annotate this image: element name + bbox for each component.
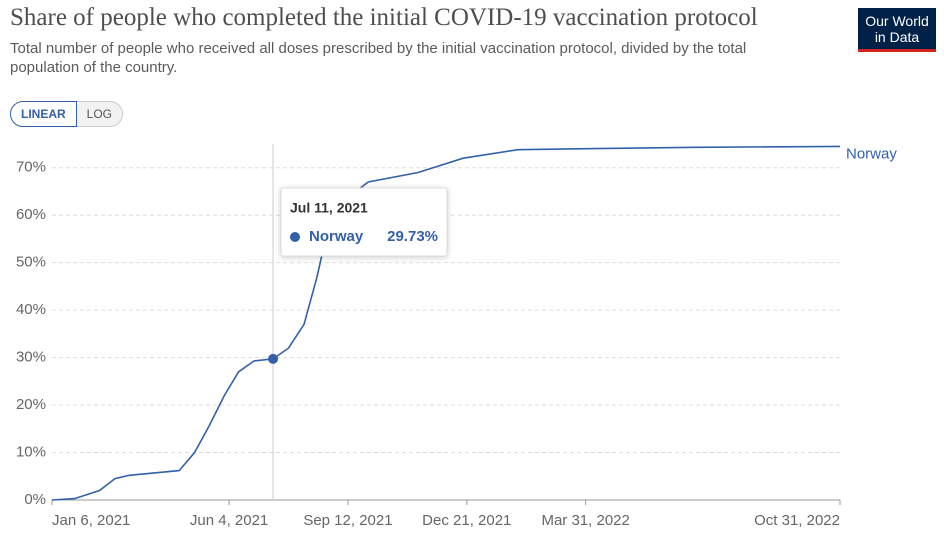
tooltip: Jul 11, 2021 Norway 29.73% bbox=[280, 187, 448, 257]
y-tick-label: 40% bbox=[16, 301, 46, 318]
x-tick-label: Dec 21, 2021 bbox=[422, 512, 511, 529]
logo[interactable]: Our World in Data bbox=[858, 8, 936, 52]
x-tick-label: Sep 12, 2021 bbox=[303, 512, 392, 529]
x-tick-label: Jun 4, 2021 bbox=[190, 512, 268, 529]
y-tick-label: 0% bbox=[24, 491, 46, 508]
y-tick-label: 10% bbox=[16, 444, 46, 461]
linear-button[interactable]: LINEAR bbox=[10, 101, 77, 127]
tooltip-date: Jul 11, 2021 bbox=[290, 200, 368, 216]
tooltip-series: Norway bbox=[309, 228, 364, 245]
tooltip-value: 29.73% bbox=[387, 228, 438, 245]
tooltip-box bbox=[280, 187, 448, 257]
log-button[interactable]: LOG bbox=[76, 101, 124, 127]
y-tick-label: 50% bbox=[16, 254, 46, 271]
logo-line: Our World bbox=[865, 13, 929, 29]
chart-subtitle: Total number of people who received all … bbox=[10, 40, 747, 76]
x-tick-label: Mar 31, 2022 bbox=[541, 512, 629, 529]
y-tick-label: 70% bbox=[16, 159, 46, 176]
series-line bbox=[51, 145, 841, 501]
y-tick-label: 60% bbox=[16, 206, 46, 223]
logo-line: in Data bbox=[874, 29, 920, 45]
hover-point bbox=[268, 353, 279, 364]
chart-title: Share of people who completed the initia… bbox=[10, 4, 758, 31]
tooltip-swatch bbox=[290, 232, 300, 242]
x-tick-label: Oct 31, 2022 bbox=[754, 512, 840, 529]
scale-toggle: LINEAR LOG bbox=[10, 101, 124, 127]
x-tick-label: Jan 6, 2021 bbox=[52, 512, 130, 529]
y-tick-label: 20% bbox=[16, 396, 46, 413]
y-tick-label: 30% bbox=[16, 349, 46, 366]
series-label: Norway bbox=[846, 145, 897, 162]
